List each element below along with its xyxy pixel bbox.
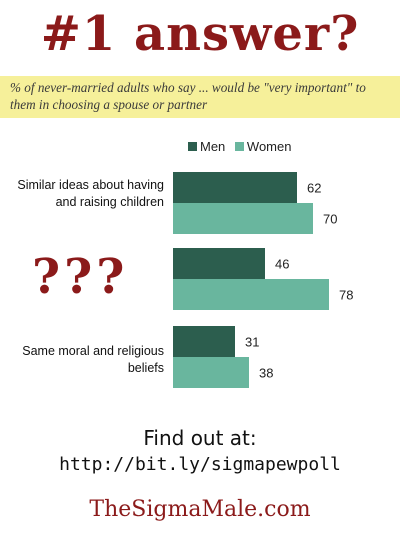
bar-women-1 bbox=[173, 279, 329, 310]
chart-subtitle: % of never-married adults who say ... wo… bbox=[10, 80, 366, 112]
site-name[interactable]: TheSigmaMale.com bbox=[89, 497, 311, 522]
bar-women-0 bbox=[173, 203, 313, 234]
value-label-men-1: 46 bbox=[275, 257, 289, 272]
legend: Men Women bbox=[188, 139, 297, 154]
bar-women-2 bbox=[173, 357, 249, 388]
legend-label-women: Women bbox=[246, 139, 292, 154]
legend-item-women: Women bbox=[234, 139, 292, 154]
category-label-2: Same moral and religious beliefs bbox=[22, 344, 164, 375]
bar-chart: 62 70 46 78 31 38 bbox=[173, 172, 353, 388]
legend-label-men: Men bbox=[200, 139, 226, 154]
poll-link[interactable]: http://bit.ly/sigmapewpoll bbox=[59, 454, 341, 475]
value-label-men-2: 31 bbox=[245, 335, 259, 350]
value-label-men-0: 62 bbox=[307, 181, 321, 196]
legend-swatch-women bbox=[234, 142, 244, 151]
value-label-women-0: 70 bbox=[323, 212, 337, 227]
bar-men-1 bbox=[173, 248, 265, 279]
page-title: #1 answer? bbox=[40, 6, 360, 62]
subtitle-banner: % of never-married adults who say ... wo… bbox=[0, 76, 400, 118]
bar-men-0 bbox=[173, 172, 297, 203]
legend-item-men: Men bbox=[188, 139, 225, 154]
category-label-0: Similar ideas about having and raising c… bbox=[17, 178, 164, 209]
value-label-women-2: 38 bbox=[259, 366, 273, 381]
category-label-1: ??? bbox=[32, 249, 129, 305]
legend-swatch-men bbox=[188, 142, 197, 151]
value-label-women-1: 78 bbox=[339, 288, 353, 303]
find-out-text: Find out at: bbox=[143, 426, 257, 450]
bar-men-2 bbox=[173, 326, 235, 357]
